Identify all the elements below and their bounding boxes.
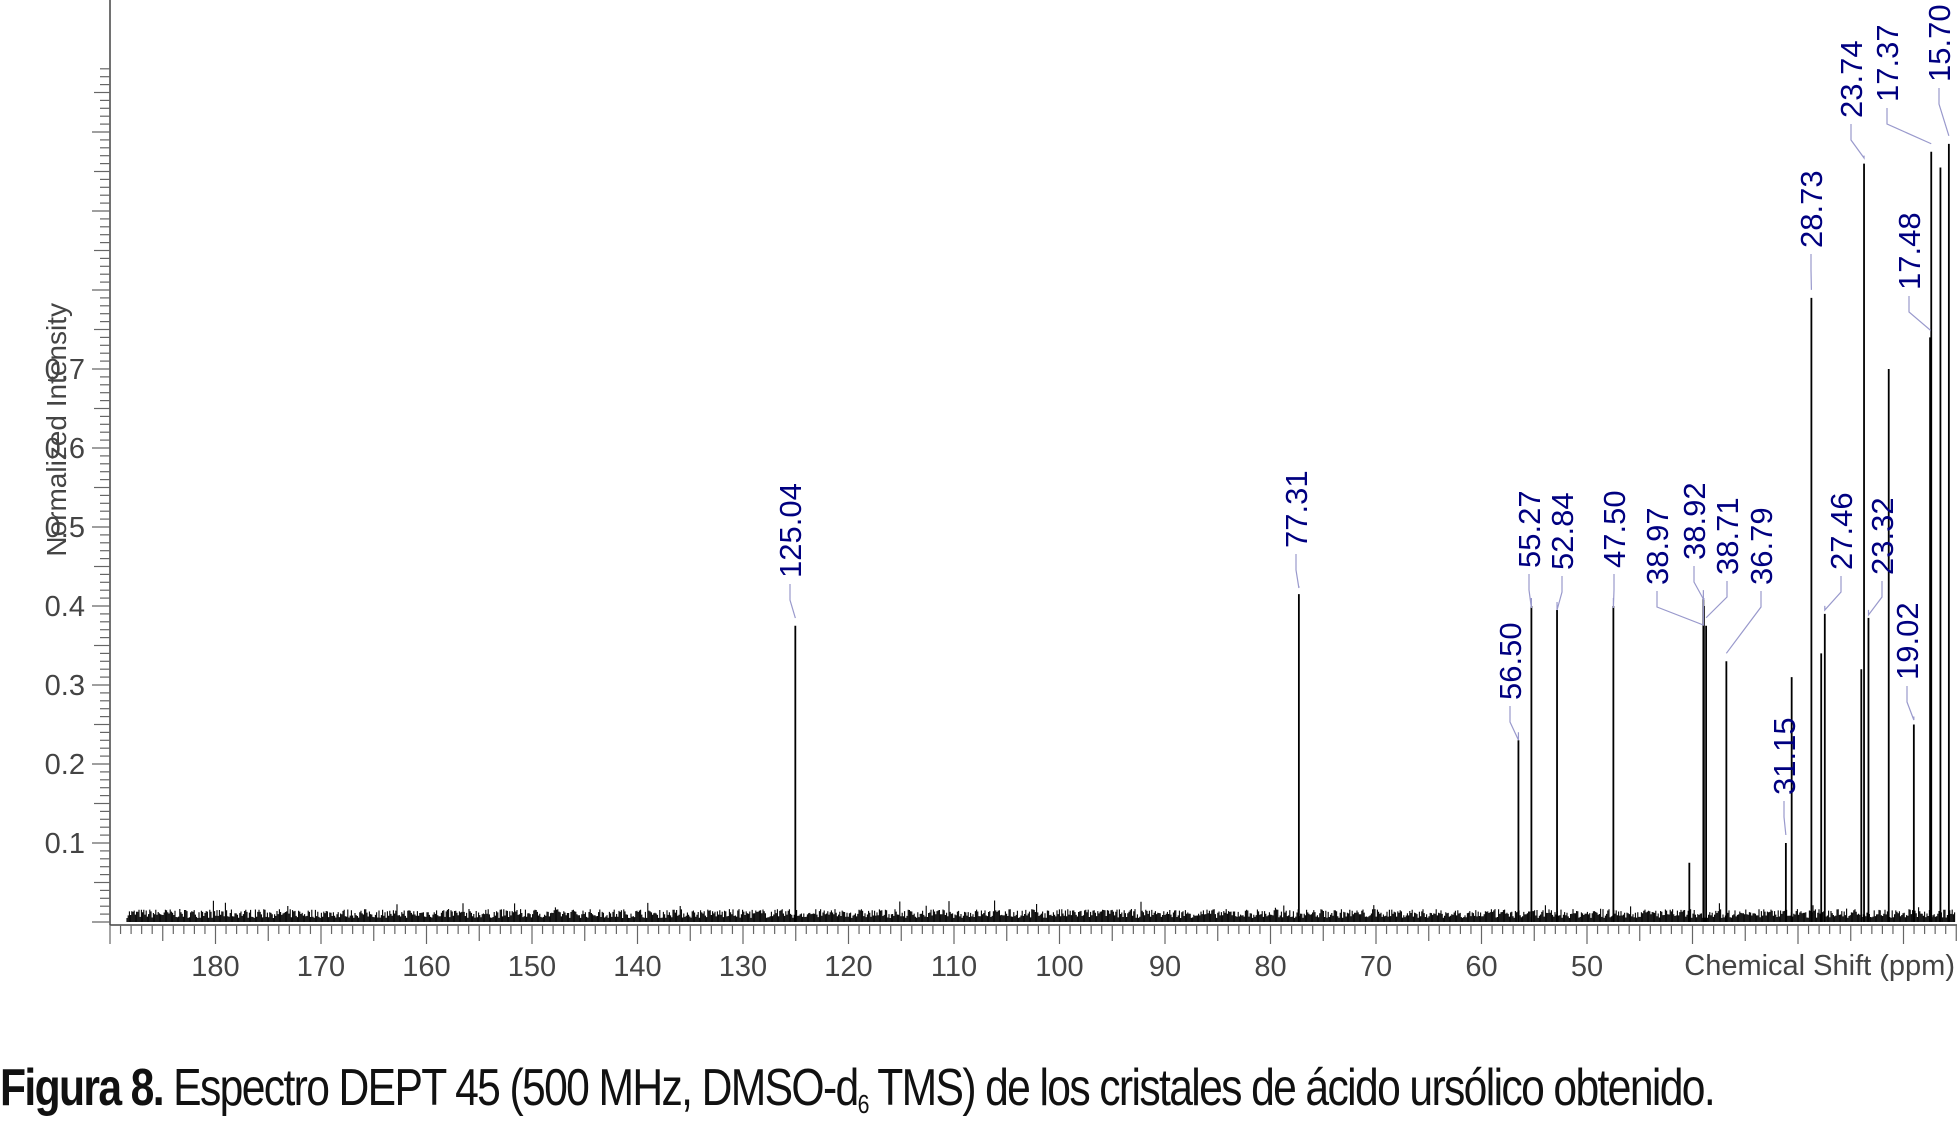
peak-label: 31.15: [1767, 717, 1802, 795]
peak-label: 38.92: [1677, 482, 1712, 560]
spectrum-peaks: [794, 143, 1950, 922]
peak-label: 19.02: [1890, 602, 1925, 680]
x-tick-label: 180: [191, 951, 239, 983]
y-tick-label: 0.3: [45, 670, 85, 702]
y-tick-label: 0.6: [45, 433, 85, 465]
caption-text-end: TMS) de los cristales de ácido ursólico …: [867, 1059, 1715, 1117]
peak-label: 38.97: [1640, 507, 1675, 585]
y-tick-label: 0.7: [45, 354, 85, 386]
peak-label: 23.74: [1834, 40, 1869, 118]
axes: 0.1 0.2 0.3 0.4 0.5 0.6 0.7 180 170 160 150 140 130 1…: [45, 0, 1957, 983]
peak-label: 28.73: [1794, 170, 1829, 248]
peak-label: 36.79: [1744, 507, 1779, 585]
y-axis-label: Normalized Intensity: [41, 303, 72, 557]
y-tick-label: 0.4: [45, 591, 85, 623]
x-tick-label: 100: [1035, 951, 1083, 983]
y-tick-label: 0.1: [45, 828, 85, 860]
x-tick-label: 120: [824, 951, 872, 983]
peak-label: 17.37: [1870, 24, 1905, 102]
peak-label: 38.71: [1710, 497, 1745, 575]
figure-caption: Figura 8. Espectro DEPT 45 (500 MHz, DMS…: [0, 1058, 1716, 1120]
y-tick-label: 0.5: [45, 512, 85, 544]
peak-label: 47.50: [1597, 490, 1632, 568]
x-tick-label: 60: [1465, 951, 1497, 983]
x-tick-label: 170: [297, 951, 345, 983]
caption-text: Espectro DEPT 45 (500 MHz, DMSO-d: [162, 1059, 859, 1117]
peak-label: 56.50: [1493, 622, 1528, 700]
x-tick-label: 90: [1149, 951, 1181, 983]
x-axis-label: Chemical Shift (ppm): [1684, 950, 1955, 982]
caption-subscript: 6: [857, 1089, 870, 1119]
peak-label: 55.27: [1512, 490, 1547, 568]
x-tick-label: 80: [1254, 951, 1286, 983]
baseline-noise: [126, 900, 1956, 922]
peak-label: 27.46: [1824, 492, 1859, 570]
y-tick-label: 0.2: [45, 749, 85, 781]
x-tick-label: 110: [931, 951, 977, 983]
x-tick-label: 150: [508, 951, 556, 983]
x-tick-label: 50: [1571, 951, 1603, 983]
peak-label: 23.32: [1865, 497, 1900, 575]
peak-label: 77.31: [1279, 470, 1314, 548]
peak-label: 17.48: [1892, 212, 1927, 290]
peak-label: 52.84: [1545, 492, 1580, 570]
x-tick-label: 70: [1360, 951, 1392, 983]
peak-label: 125.04: [773, 483, 808, 578]
figure-label: Figura 8.: [0, 1059, 165, 1117]
x-tick-label: 140: [613, 951, 661, 983]
x-tick-label: 130: [719, 951, 767, 983]
x-tick-label: 160: [402, 951, 450, 983]
peak-label: 15.70: [1922, 4, 1957, 82]
